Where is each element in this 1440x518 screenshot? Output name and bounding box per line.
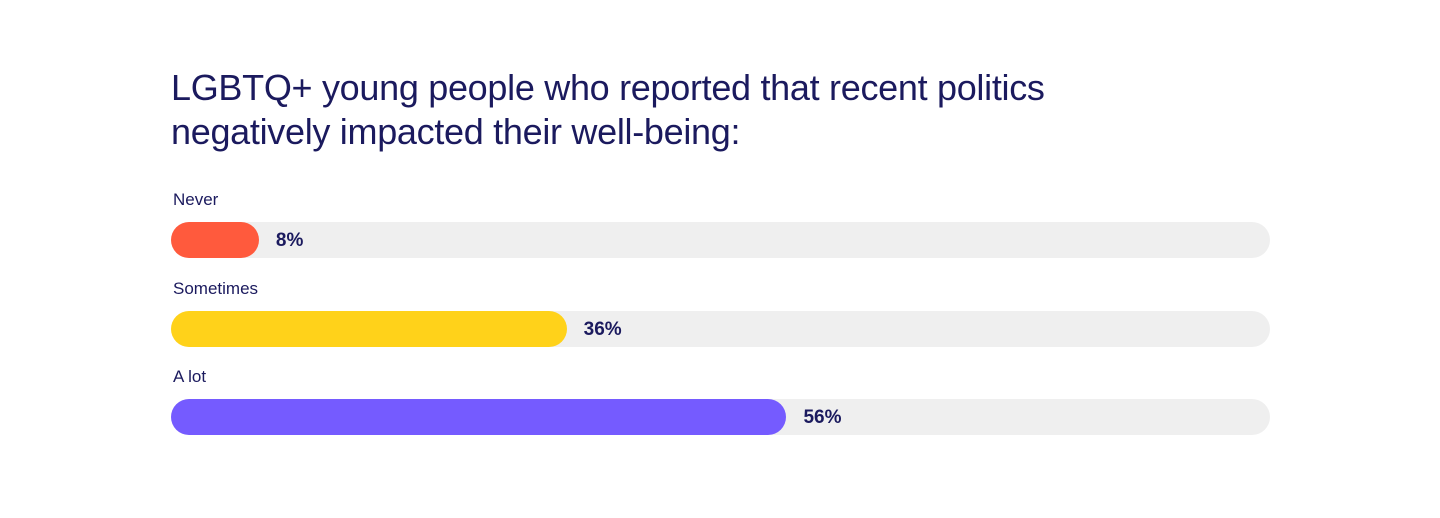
bar-value-label-never: 8% xyxy=(275,230,304,251)
bar-track-never: 8% xyxy=(171,222,1270,258)
bar-track-a-lot: 56% xyxy=(171,399,1270,435)
bar-value-label-sometimes: 36% xyxy=(583,318,622,340)
bar-never xyxy=(171,222,259,258)
bar-a-lot xyxy=(171,399,787,435)
bar-sometimes xyxy=(171,310,567,347)
bar-value-label-a-lot: 56% xyxy=(803,407,842,428)
bar-label-never: Never xyxy=(173,190,219,209)
bar-track-sometimes: 36% xyxy=(171,310,1270,347)
chart-title: LGBTQ+ young people who reported that re… xyxy=(171,67,1045,152)
bar-label-sometimes: Sometimes xyxy=(173,278,259,298)
bar-label-a-lot: A lot xyxy=(173,367,207,386)
